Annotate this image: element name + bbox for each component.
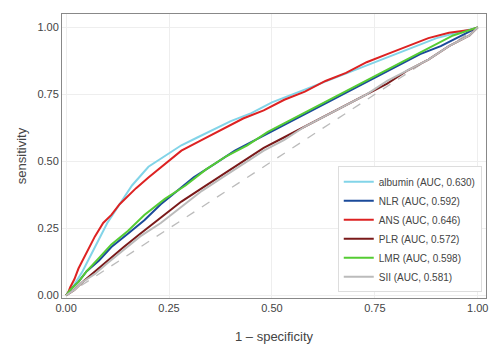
svg-text:PLR (AUC, 0.572): PLR (AUC, 0.572) — [379, 234, 460, 245]
svg-text:0.75: 0.75 — [37, 88, 58, 100]
svg-text:0.25: 0.25 — [37, 222, 58, 234]
svg-text:1 – specificity: 1 – specificity — [235, 329, 314, 344]
svg-text:0.00: 0.00 — [55, 302, 76, 314]
svg-text:ANS (AUC, 0.646): ANS (AUC, 0.646) — [379, 215, 461, 226]
svg-text:1.00: 1.00 — [37, 21, 58, 33]
svg-text:0.75: 0.75 — [364, 302, 385, 314]
svg-text:1.00: 1.00 — [467, 302, 488, 314]
svg-text:sensitivity: sensitivity — [14, 127, 29, 184]
svg-text:albumin (AUC, 0.630): albumin (AUC, 0.630) — [379, 177, 475, 188]
svg-text:0.50: 0.50 — [261, 302, 282, 314]
svg-text:0.50: 0.50 — [37, 155, 58, 167]
svg-text:NLR (AUC, 0.592): NLR (AUC, 0.592) — [379, 196, 460, 207]
svg-text:0.25: 0.25 — [158, 302, 179, 314]
svg-text:SII (AUC, 0.581): SII (AUC, 0.581) — [379, 272, 452, 283]
svg-text:0.00: 0.00 — [37, 289, 58, 301]
svg-text:LMR (AUC, 0.598): LMR (AUC, 0.598) — [379, 253, 461, 264]
